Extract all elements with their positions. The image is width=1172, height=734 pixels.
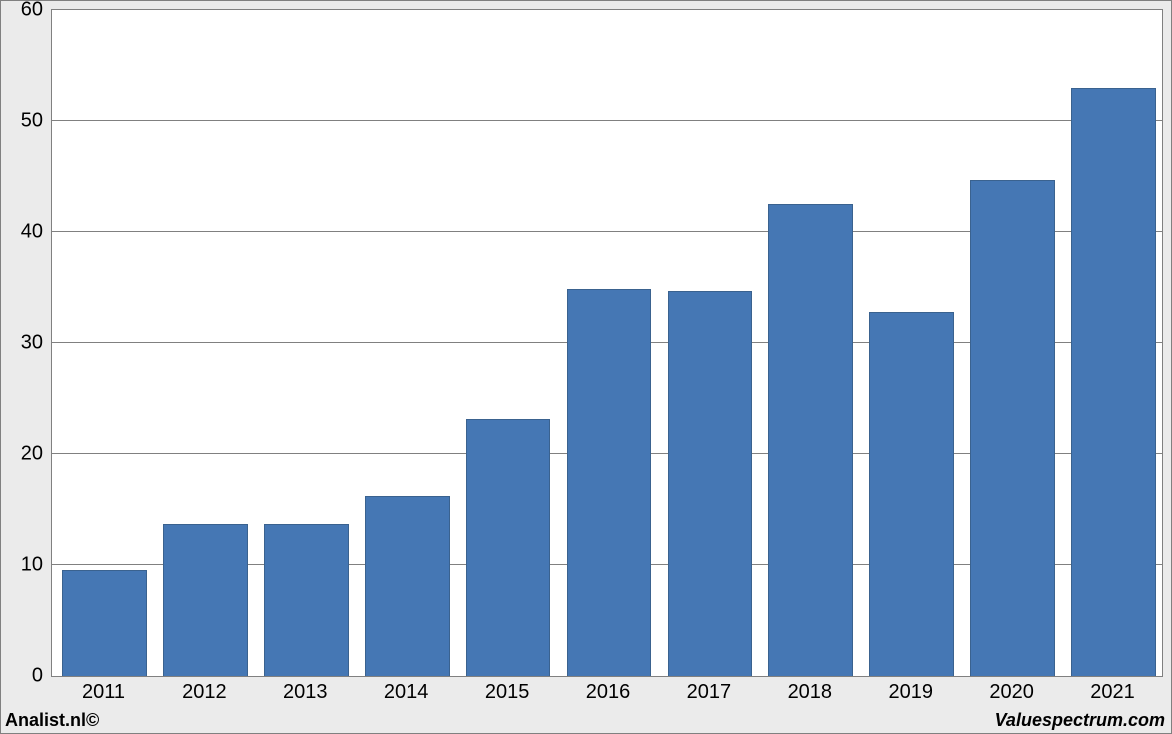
x-tick-label: 2015 bbox=[485, 681, 530, 704]
gridline bbox=[52, 120, 1162, 121]
y-tick-label: 60 bbox=[1, 0, 43, 22]
bar bbox=[567, 289, 652, 676]
credit-left: Analist.nl© bbox=[5, 710, 99, 731]
x-tick-label: 2017 bbox=[687, 681, 732, 704]
x-tick-label: 2011 bbox=[82, 681, 125, 704]
x-tick-label: 2020 bbox=[989, 681, 1034, 704]
y-tick-label: 20 bbox=[1, 443, 43, 466]
x-tick-label: 2016 bbox=[586, 681, 631, 704]
bar bbox=[1071, 88, 1156, 676]
x-tick-label: 2013 bbox=[283, 681, 328, 704]
bar bbox=[869, 312, 954, 676]
x-tick-label: 2019 bbox=[888, 681, 933, 704]
y-tick-label: 10 bbox=[1, 554, 43, 577]
bar bbox=[264, 524, 349, 676]
bar bbox=[365, 496, 450, 676]
bar bbox=[62, 570, 147, 676]
x-tick-label: 2014 bbox=[384, 681, 429, 704]
bar bbox=[970, 180, 1055, 676]
x-tick-label: 2018 bbox=[788, 681, 833, 704]
bar bbox=[668, 291, 753, 676]
bar bbox=[466, 419, 551, 676]
x-tick-label: 2012 bbox=[182, 681, 227, 704]
y-tick-label: 0 bbox=[1, 665, 43, 688]
chart-outer-frame: 0 10 20 30 40 50 60 2011 2012 2013 2014 2015 2016 20… bbox=[0, 0, 1172, 734]
credit-right: Valuespectrum.com bbox=[995, 710, 1165, 731]
y-tick-label: 50 bbox=[1, 110, 43, 133]
x-tick-label: 2021 bbox=[1090, 681, 1135, 704]
chart-plot-area bbox=[51, 9, 1163, 677]
y-tick-label: 30 bbox=[1, 332, 43, 355]
y-tick-label: 40 bbox=[1, 221, 43, 244]
bar bbox=[768, 204, 853, 676]
bar bbox=[163, 524, 248, 676]
